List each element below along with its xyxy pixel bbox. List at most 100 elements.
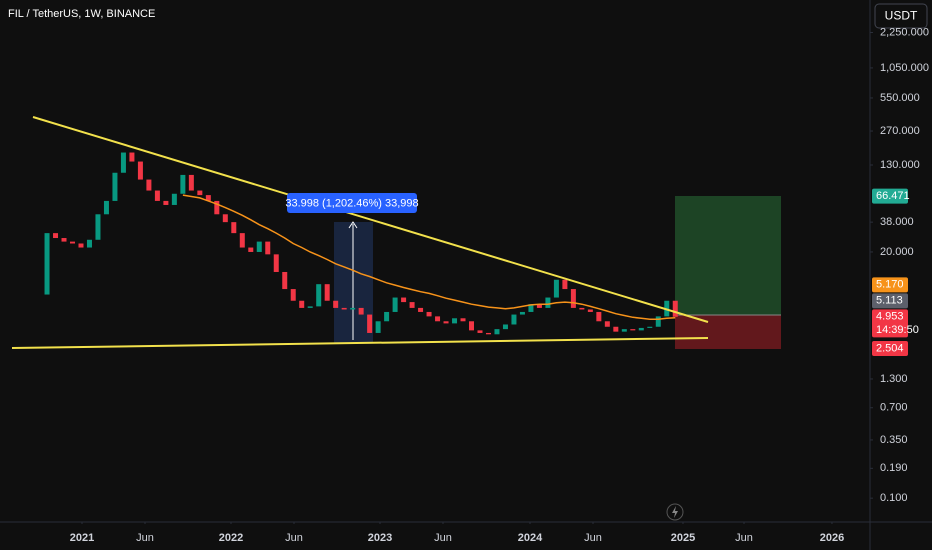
candle <box>647 326 653 328</box>
y-tick-label: 1.300 <box>880 373 908 385</box>
candle <box>477 330 483 333</box>
y-tick-label: 130.000 <box>880 159 920 171</box>
plot <box>334 196 781 349</box>
x-tick-label: Jun <box>434 532 452 544</box>
candle <box>443 321 449 324</box>
price-badge <box>872 277 908 293</box>
candle <box>299 300 305 308</box>
candle <box>120 152 126 173</box>
candles <box>44 152 678 335</box>
y-tick-label: 38.000 <box>880 216 914 228</box>
candle <box>316 284 322 307</box>
candle <box>231 222 237 234</box>
candle <box>418 307 424 312</box>
candle <box>502 324 508 330</box>
candle <box>197 190 203 196</box>
candle <box>621 329 627 332</box>
candle <box>78 243 84 248</box>
candle <box>519 311 525 315</box>
candle <box>95 214 101 240</box>
candle <box>553 279 559 298</box>
y-tick-label: 270.000 <box>880 125 920 137</box>
price-badge <box>872 293 908 309</box>
currency-button[interactable] <box>874 3 928 29</box>
candle <box>579 307 585 310</box>
candle <box>570 289 576 308</box>
candle <box>367 314 373 333</box>
price-badge-label: 5.170 <box>876 279 904 291</box>
candle <box>256 241 262 252</box>
candle <box>630 329 636 331</box>
candle <box>333 300 339 308</box>
measure-arrow-head <box>348 221 358 229</box>
x-tick-label: Jun <box>136 532 154 544</box>
candle <box>222 214 228 223</box>
y-tick-label: 0.100 <box>880 492 908 504</box>
candle <box>672 300 678 317</box>
candle <box>469 321 475 331</box>
candle <box>545 297 551 308</box>
y-tick-label: 20.000 <box>880 246 914 258</box>
candle <box>655 316 661 327</box>
x-tick-label: 2025 <box>671 532 695 544</box>
y-tick-label: 550.000 <box>880 92 920 104</box>
candle <box>265 241 271 255</box>
candle <box>137 161 143 180</box>
candle <box>146 179 152 191</box>
candle <box>384 311 390 322</box>
candle <box>426 311 432 317</box>
candle <box>435 316 441 322</box>
lightning-icon-bolt <box>672 506 678 518</box>
candle <box>214 200 220 215</box>
currency-button-label[interactable]: USDT <box>885 9 918 23</box>
x-tick-label: Jun <box>735 532 753 544</box>
candle <box>562 279 568 290</box>
candle <box>485 332 491 335</box>
y-tick-label: 0.350 <box>880 434 908 446</box>
candle <box>248 247 254 252</box>
stop-zone <box>675 315 781 349</box>
candle <box>70 241 75 244</box>
candle <box>587 309 593 312</box>
target-zone <box>675 196 781 315</box>
candle <box>324 284 330 301</box>
candle <box>273 254 279 272</box>
candle <box>282 271 288 290</box>
lightning-icon[interactable] <box>666 503 684 521</box>
candle <box>154 190 160 201</box>
price-badge-label: 2.504 <box>876 342 904 354</box>
price-badge <box>872 309 908 338</box>
candle <box>205 195 211 201</box>
candle <box>638 327 644 331</box>
x-tick-label: 2024 <box>518 532 543 544</box>
candle <box>171 193 177 205</box>
candle <box>350 307 356 310</box>
candle <box>53 233 59 239</box>
candle <box>613 326 619 332</box>
y-tick-label: 1,050.000 <box>880 62 929 74</box>
x-tick-label: Jun <box>584 532 602 544</box>
candle <box>188 174 194 191</box>
y-tick-label: 0.190 <box>880 462 908 474</box>
candle <box>103 200 109 215</box>
chart-title: FIL / TetherUS, 1W, BINANCE <box>8 8 155 20</box>
candle <box>163 200 169 205</box>
candle <box>341 307 347 310</box>
moving-average <box>182 194 676 321</box>
candle <box>528 304 534 312</box>
candle <box>401 297 407 303</box>
price-badge <box>872 188 908 204</box>
candle <box>129 152 135 162</box>
candle <box>511 314 517 325</box>
candle <box>44 233 50 295</box>
price-countdown: 14:39:50 <box>876 324 919 336</box>
trendline-lower <box>11 337 709 349</box>
candle <box>604 321 610 327</box>
price-badge-label: 66.471 <box>876 190 910 202</box>
candle <box>290 289 296 301</box>
y-tick-label: 2,250.000 <box>880 26 929 38</box>
x-tick-label: 2021 <box>70 532 94 544</box>
candle <box>61 238 67 242</box>
